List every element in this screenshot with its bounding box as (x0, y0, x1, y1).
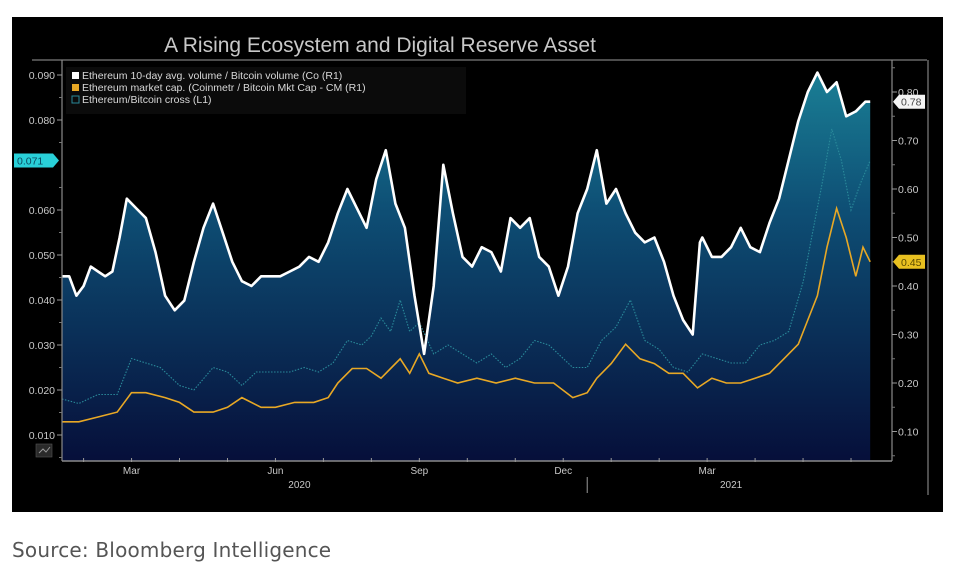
chart-panel: A Rising Ecosystem and Digital Reserve A… (12, 17, 943, 512)
legend-background (66, 67, 466, 114)
lines-layer (61, 71, 871, 423)
right-tick-label: 0.30 (898, 330, 919, 342)
right-tick-label: 0.40 (898, 281, 919, 293)
area-layer (62, 72, 871, 461)
series-line-eth-btc-cross (61, 128, 871, 405)
series-line-volume (62, 71, 871, 356)
legend-swatch-volume (72, 72, 79, 79)
left-last-value-tag: 0.071 (14, 153, 59, 168)
right-tick-label: 0.50 (898, 233, 919, 245)
chart-svg: A Rising Ecosystem and Digital Reserve A… (14, 34, 929, 495)
chart-title: A Rising Ecosystem and Digital Reserve A… (164, 34, 596, 57)
right-tick-label: 0.20 (898, 378, 919, 390)
volume-area-fill (62, 72, 871, 461)
x-year-label: 2020 (288, 480, 311, 491)
right-tick-label: 0.60 (898, 184, 919, 196)
x-month-label: Jun (267, 466, 283, 477)
x-month-label: Mar (699, 466, 717, 477)
right-last-value-tag-volume-shape (893, 94, 925, 109)
left-axis-ticks: 0.090 0.080 0.060 0.050 0.040 0.030 0.020 0.010 (29, 70, 62, 458)
series-line-market-cap (62, 205, 871, 423)
x-axis-ticks: Mar Jun Sep Dec Mar 2020 2021 (83, 458, 852, 491)
left-tick-label: 0.080 (29, 115, 55, 127)
legend-label-cross: Ethereum/Bitcoin cross (L1) (82, 94, 212, 106)
left-tick-label: 0.010 (29, 430, 55, 442)
x-month-label: Dec (554, 466, 572, 477)
left-tick-label: 0.030 (29, 340, 55, 352)
legend-label-volume: Ethereum 10-day avg. volume / Bitcoin vo… (82, 70, 342, 82)
legend-label-market-cap: Ethereum market cap. (Coinmetr / Bitcoin… (82, 82, 366, 94)
left-last-value-tag-shape (14, 153, 59, 168)
legend-swatch-cross (71, 95, 80, 104)
x-year-label: 2021 (720, 480, 743, 491)
left-last-value-text: 0.071 (17, 156, 43, 168)
x-month-label: Sep (410, 466, 428, 477)
right-last-value-text-volume: 0.78 (901, 97, 922, 109)
legend-swatch-market-cap (72, 84, 79, 91)
right-last-value-tag-market-cap: 0.45 (893, 254, 925, 269)
right-last-value-tag-volume: 0.78 (893, 94, 925, 109)
right-tick-label: 0.70 (898, 136, 919, 148)
legend: Ethereum 10-day avg. volume / Bitcoin vo… (66, 67, 466, 114)
left-tick-label: 0.050 (29, 250, 55, 262)
left-tick-label: 0.020 (29, 385, 55, 397)
source-caption: Source: Bloomberg Intelligence (12, 538, 332, 562)
left-tick-label: 0.060 (29, 205, 55, 217)
right-tick-label: 0.10 (898, 427, 919, 439)
x-month-label: Mar (123, 466, 141, 477)
left-tick-label: 0.040 (29, 295, 55, 307)
right-last-value-text-market-cap: 0.45 (901, 257, 922, 269)
left-tick-label: 0.090 (29, 70, 55, 82)
right-axis-ticks: 0.800.700.600.500.400.300.200.10 (892, 67, 919, 457)
chart-type-icon[interactable] (35, 443, 53, 458)
right-last-value-tag-market-cap-shape (893, 254, 925, 269)
